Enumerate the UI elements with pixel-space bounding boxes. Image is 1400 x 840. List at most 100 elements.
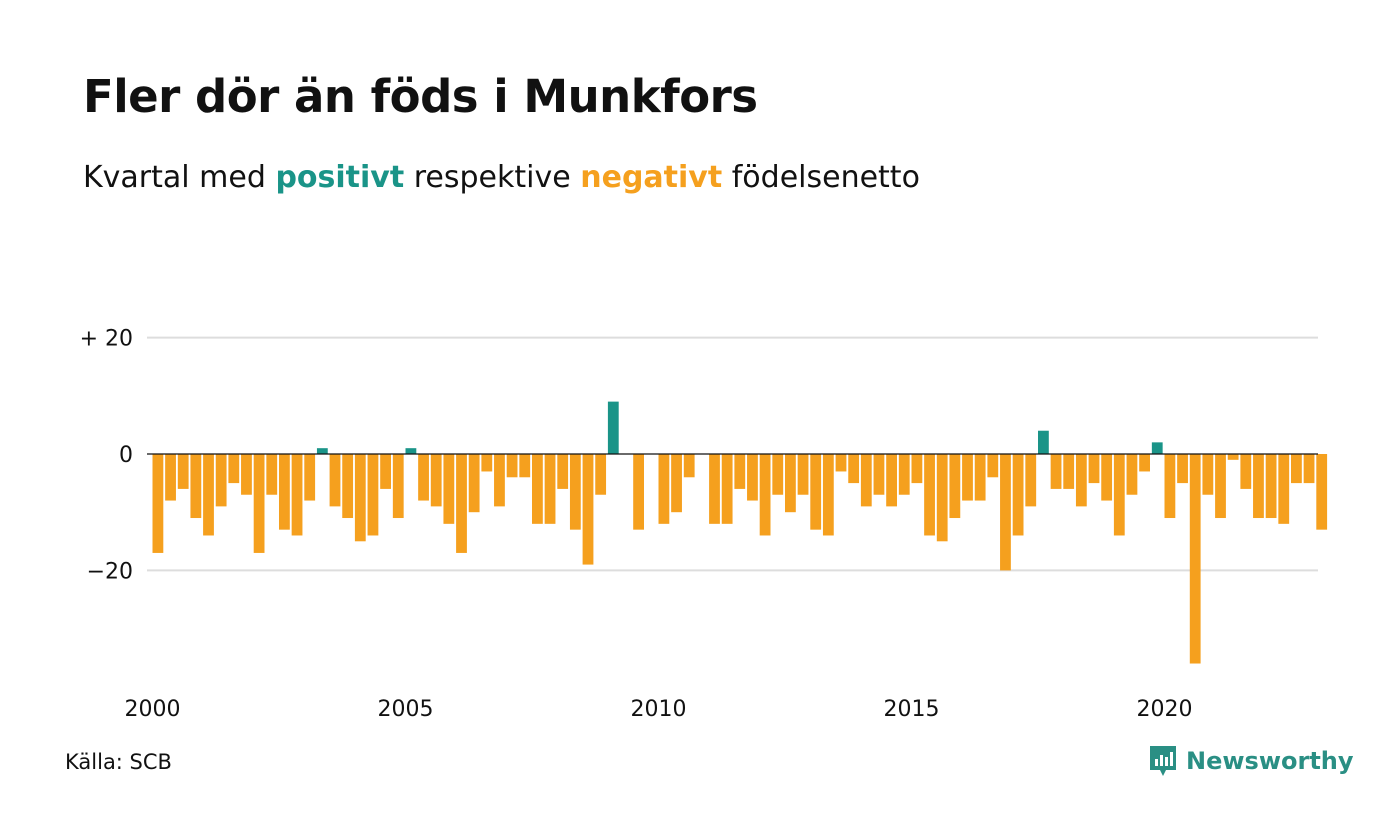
bar <box>266 454 278 495</box>
bar <box>506 454 518 478</box>
bar <box>569 454 581 530</box>
bar <box>734 454 746 489</box>
bar <box>152 454 164 553</box>
y-tick-label: + 20 <box>80 327 133 352</box>
bar <box>1063 454 1075 489</box>
bar <box>1189 454 1201 664</box>
bar <box>1000 454 1011 571</box>
bar <box>1050 454 1062 489</box>
bar <box>291 454 303 536</box>
bar <box>190 454 202 519</box>
bar <box>936 454 948 542</box>
bar <box>1038 430 1049 454</box>
bar <box>607 401 619 454</box>
bar <box>456 454 467 553</box>
x-tick-label: 2005 <box>378 697 434 722</box>
bar <box>1025 454 1037 507</box>
bar <box>1113 454 1125 536</box>
newsworthy-logo: Newsworthy <box>1148 744 1354 778</box>
subtitle-suffix: födelsenetto <box>731 160 920 195</box>
bar <box>165 454 176 501</box>
bar <box>215 454 227 507</box>
bar <box>329 454 341 507</box>
bar <box>810 454 822 530</box>
bar <box>582 454 594 565</box>
bar <box>1227 454 1239 460</box>
bar <box>1151 442 1163 454</box>
bar <box>1088 454 1100 484</box>
x-tick-label: 2010 <box>631 697 687 722</box>
x-tick-label: 2015 <box>884 697 940 722</box>
bar <box>785 454 796 513</box>
bar <box>304 454 316 501</box>
bar <box>316 448 328 454</box>
bar <box>392 454 404 519</box>
brand-name: Newsworthy <box>1186 747 1354 775</box>
bar <box>367 454 379 536</box>
bar <box>544 454 556 524</box>
bar <box>911 454 923 484</box>
bar <box>468 454 480 513</box>
bar <box>848 454 860 484</box>
bar <box>595 454 607 495</box>
bar <box>532 454 543 524</box>
bar <box>1265 454 1277 519</box>
newsworthy-logo-icon <box>1150 746 1176 776</box>
bar <box>898 454 910 495</box>
bar <box>203 454 214 536</box>
chart-subtitle: Kvartal med positivt respektive negativt… <box>83 160 920 195</box>
source-note: Källa: SCB <box>65 750 172 774</box>
bar <box>494 454 505 507</box>
chart-title: Fler dör än föds i Munkfors <box>83 70 758 123</box>
bar <box>949 454 961 519</box>
bar <box>1291 454 1302 484</box>
bar <box>671 454 682 513</box>
bar <box>1101 454 1113 501</box>
bar <box>1215 454 1226 519</box>
bar <box>924 454 935 536</box>
bar <box>253 454 265 553</box>
bar <box>1177 454 1188 484</box>
bar <box>418 454 429 501</box>
bar <box>1253 454 1264 519</box>
bar <box>1126 454 1138 495</box>
bar <box>228 454 240 484</box>
bar <box>683 454 695 478</box>
subtitle-middle: respektive <box>413 160 571 195</box>
bar <box>354 454 366 542</box>
bar <box>241 454 252 495</box>
bar <box>1012 454 1024 536</box>
bar <box>962 454 973 501</box>
bar <box>1075 454 1087 507</box>
y-tick-label: −20 <box>87 559 133 584</box>
bar <box>860 454 872 507</box>
subtitle-negative-word: negativt <box>580 160 723 195</box>
bar <box>1202 454 1214 495</box>
bar <box>1278 454 1290 524</box>
bar <box>759 454 771 536</box>
bar <box>1139 454 1150 472</box>
subtitle-positive-word: positivt <box>275 160 405 195</box>
bar <box>658 454 670 524</box>
bar <box>974 454 986 501</box>
bar <box>633 454 644 530</box>
bar <box>443 454 455 524</box>
bar <box>709 454 720 524</box>
bar <box>430 454 442 507</box>
subtitle-prefix: Kvartal med <box>83 160 266 195</box>
bar <box>557 454 569 489</box>
bar <box>279 454 290 530</box>
bar <box>1316 454 1328 530</box>
bar <box>1240 454 1252 489</box>
bar <box>747 454 758 501</box>
bar <box>177 454 189 489</box>
bar <box>380 454 391 489</box>
bar <box>721 454 733 524</box>
bar <box>797 454 809 495</box>
bar <box>519 454 531 478</box>
bar <box>835 454 847 472</box>
bar <box>1164 454 1176 519</box>
bar <box>772 454 784 495</box>
bar <box>405 448 417 454</box>
